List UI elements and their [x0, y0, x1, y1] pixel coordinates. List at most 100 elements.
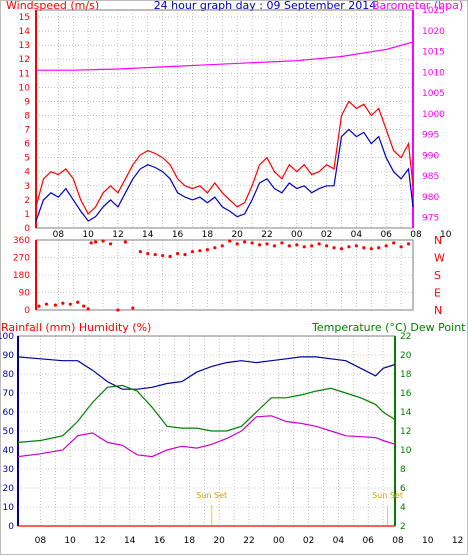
temperature-tick-label: 8: [400, 465, 406, 475]
graph-title: 24 hour graph day : 09 September 2014: [154, 0, 377, 12]
windspeed-tick-label: 8: [24, 111, 30, 121]
x-tick-label: 14: [124, 536, 136, 546]
barometer-tick-label: 975: [422, 214, 439, 224]
direction-point: [108, 242, 113, 246]
direction-point: [89, 241, 93, 245]
direction-point: [257, 243, 262, 247]
direction-series: [37, 239, 411, 312]
temperature-series: [17, 356, 396, 527]
windspeed-tick-label: 15: [19, 13, 30, 23]
direction-point: [161, 253, 165, 258]
direction-point: [369, 247, 373, 251]
x-tick-label: 16: [172, 230, 184, 240]
direction-point: [198, 249, 202, 253]
direction-point: [53, 303, 57, 307]
direction-tick-label: 180: [13, 271, 30, 281]
barometer-tick-label: 1010: [422, 68, 445, 78]
direction-point: [250, 241, 254, 245]
humidity-tick-label: 10: [3, 503, 15, 513]
direction-tick-label: 0: [24, 306, 30, 316]
direction-tick-label: 360: [13, 236, 30, 246]
direction-point: [220, 244, 224, 248]
direction-point: [61, 301, 65, 305]
direction-point: [324, 244, 329, 248]
temperature-line: [17, 384, 396, 443]
direction-point: [146, 252, 150, 256]
wind-axes: 0123456789101112131415975980985990995100…: [19, 6, 446, 234]
humidity-tick-label: 90: [3, 351, 15, 361]
direction-point: [138, 250, 142, 254]
direction-point: [384, 244, 388, 248]
windspeed-tick-label: 13: [19, 41, 30, 51]
direction-point: [86, 307, 90, 311]
temperature-tick-label: 16: [400, 389, 412, 399]
barometer-axis-title: Barometer (hpa): [372, 0, 463, 12]
humidity-tick-label: 60: [3, 408, 15, 418]
direction-point: [406, 242, 411, 246]
direction-point: [339, 247, 344, 251]
windspeed-tick-label: 12: [19, 55, 30, 65]
humidity-tick-label: 50: [3, 427, 15, 437]
windspeed-tick-label: 5: [24, 154, 30, 164]
compass-label: E: [434, 287, 441, 300]
dew-point-line: [17, 415, 396, 458]
direction-point: [153, 252, 157, 257]
temperature-tick-label: 18: [400, 370, 412, 380]
direction-point: [235, 242, 239, 246]
direction-grid: [36, 239, 413, 311]
temperature-tick-label: 10: [400, 446, 412, 456]
compass-label: N: [434, 234, 442, 247]
windspeed-tick-label: 10: [19, 83, 31, 93]
barometer-tick-label: 995: [422, 131, 439, 141]
x-tick-label: 10: [440, 230, 452, 240]
wind-series: [35, 41, 414, 222]
direction-point: [272, 244, 277, 248]
barometer-tick-label: 990: [422, 151, 439, 161]
direction-point: [94, 240, 98, 244]
sunset-label: Sun Set: [196, 491, 227, 500]
x-tick-label: 08: [35, 536, 47, 546]
windspeed-tick-label: 4: [24, 168, 30, 178]
direction-point: [82, 304, 86, 308]
direction-point: [131, 306, 135, 310]
barometer-tick-label: 980: [422, 193, 439, 203]
direction-point: [116, 308, 120, 312]
humidity-tick-label: 40: [3, 446, 15, 456]
barometer-tick-label: 985: [422, 172, 439, 182]
x-tick-label: 02: [303, 536, 314, 546]
direction-point: [101, 239, 105, 243]
direction-panel-frame: [35, 239, 414, 311]
direction-point: [392, 241, 396, 245]
sunset-label: Sun Set: [372, 491, 403, 500]
direction-point: [37, 304, 41, 308]
direction-point: [347, 245, 351, 249]
barometer-tick-label: 1025: [422, 6, 445, 16]
direction-point: [302, 245, 306, 249]
barometer-tick-label: 1000: [422, 110, 445, 120]
humidity-tick-label: 80: [3, 370, 15, 380]
barometer-line: [36, 41, 414, 71]
direction-tick-label: 270: [13, 254, 30, 264]
temperature-tick-label: 12: [400, 427, 411, 437]
x-tick-label: 18: [184, 536, 196, 546]
humidity-tick-label: 100: [0, 332, 14, 342]
rainfall-axis-title: Rainfall (mm) Humidity (%): [1, 321, 151, 334]
windspeed-tick-label: 6: [24, 140, 30, 150]
windspeed-axis-title: Windspeed (m/s): [6, 0, 99, 12]
direction-tick-label: 90: [19, 289, 31, 299]
windspeed-tick-label: 2: [24, 196, 30, 206]
barometer-tick-label: 1015: [422, 48, 445, 58]
direction-point: [190, 250, 195, 254]
compass-label: N: [434, 304, 442, 317]
windspeed-line: [35, 100, 414, 215]
temperature-axes: 0 10 20 30 40 50 60 70 80 90 100 2 4 6 8 10 12 14 16 18 20 22…: [0, 332, 412, 532]
x-axis-ticks-top: 0810121416182022000204060810121416182022…: [53, 230, 452, 240]
humidity-tick-label: 20: [3, 484, 15, 494]
direction-point: [68, 302, 72, 306]
x-tick-label: 00: [291, 230, 303, 240]
direction-point: [205, 248, 209, 252]
direction-point: [175, 252, 180, 256]
direction-point: [280, 241, 284, 245]
x-tick-label: 10: [82, 230, 94, 240]
